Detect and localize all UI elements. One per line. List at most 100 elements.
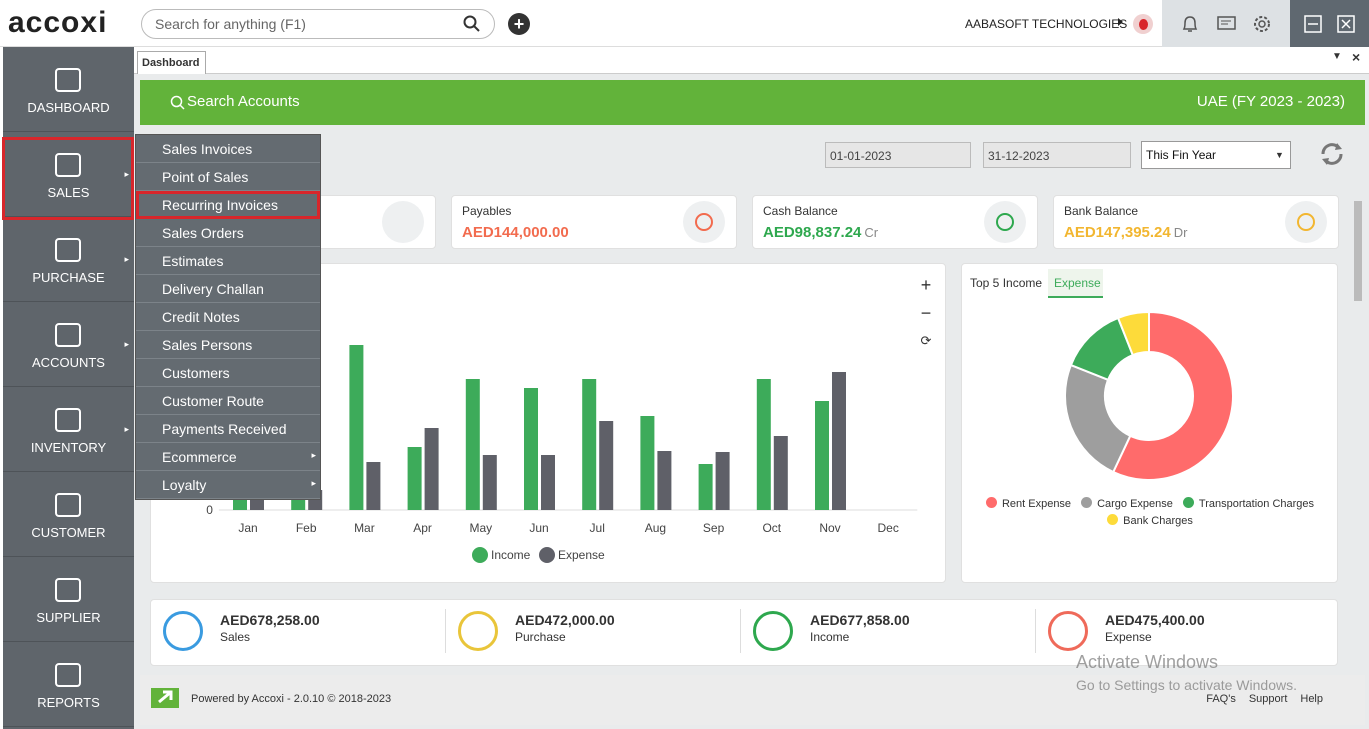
from-date[interactable]: 01-01-2023 — [825, 142, 971, 168]
scrollbar[interactable] — [1352, 187, 1364, 667]
bell-icon[interactable] — [1180, 14, 1200, 34]
submenu-arrow: ▸ — [311, 478, 316, 488]
tab[interactable]: Dashboard — [137, 51, 206, 74]
total-amount: AED677,858.00 Income — [810, 612, 910, 644]
logo: accoxi — [8, 6, 108, 39]
submenu-arrow: ▸ — [311, 450, 316, 460]
menu-item[interactable]: Sales Invoices — [136, 135, 320, 163]
summary-card: Bank Balance AED147,395.24 Dr — [1053, 195, 1339, 249]
pie-slice — [1111, 310, 1234, 481]
divider — [445, 609, 446, 653]
search-icon[interactable] — [463, 15, 481, 33]
sidebar-label: REPORTS — [37, 695, 100, 710]
x-tick-label: Aug — [645, 521, 666, 535]
card-label: Bank Balance — [1064, 204, 1139, 218]
sidebar-item[interactable]: DASHBOARD — [3, 47, 134, 132]
message-icon[interactable] — [1216, 14, 1238, 34]
menu-item[interactable]: Sales Persons — [136, 331, 320, 359]
divider — [740, 609, 741, 653]
footer-link[interactable]: FAQ's — [1206, 693, 1236, 705]
legend-swatch — [472, 547, 488, 563]
summary-card: Cash Balance AED98,837.24 Cr — [752, 195, 1038, 249]
watermark-text: Go to Settings to activate Windows. — [1076, 677, 1297, 693]
menu-item[interactable]: Payments Received — [136, 415, 320, 443]
pie-tab-active[interactable]: Expense — [1048, 269, 1103, 298]
footer-link[interactable]: Help — [1300, 693, 1323, 705]
settings-icon[interactable] — [1252, 14, 1272, 34]
search-accounts[interactable]: Search Accounts — [187, 93, 300, 110]
to-date[interactable]: 31-12-2023 — [983, 142, 1131, 168]
card-label: Cash Balance — [763, 204, 838, 218]
sidebar-item[interactable]: SALES ▸ — [3, 132, 134, 217]
menu-item[interactable]: Credit Notes — [136, 303, 320, 331]
search-box[interactable]: Search for anything (F1) — [141, 9, 495, 39]
icon-shape — [55, 323, 81, 347]
close-button[interactable] — [1337, 15, 1355, 33]
menu-item[interactable]: Recurring Invoices — [136, 191, 320, 219]
total-icon — [1048, 611, 1088, 651]
zoom-out[interactable]: − — [920, 303, 932, 323]
legend-item[interactable]: Rent Expense — [985, 497, 1071, 510]
bar — [599, 421, 614, 510]
bar — [657, 451, 672, 510]
sidebar-item[interactable]: REPORTS — [3, 642, 134, 727]
amount: AED475,400.00 — [1105, 612, 1205, 628]
menu-item[interactable]: Customer Route — [136, 387, 320, 415]
divider — [1035, 609, 1036, 653]
sidebar-item[interactable]: SUPPLIER — [3, 557, 134, 642]
card-label: Payables — [462, 204, 512, 218]
sidebar-item[interactable]: CUSTOMER — [3, 472, 134, 557]
total-icon — [458, 611, 498, 651]
menu-item[interactable]: Sales Orders — [136, 219, 320, 247]
bar — [815, 401, 829, 510]
top-bar: accoxi Search for anything (F1) + AABASO… — [0, 0, 1369, 47]
total-amount: AED475,400.00 Expense — [1105, 612, 1205, 644]
pie-tab[interactable]: Top 5 Income — [970, 276, 1043, 290]
card-amount: AED144,000.00 — [462, 224, 569, 241]
sidebar-item[interactable]: INVENTORY ▸ — [3, 387, 134, 472]
add-button[interactable]: + — [508, 13, 530, 35]
menu-item[interactable]: Point of Sales — [136, 163, 320, 191]
company-name[interactable]: AABASOFT TECHNOLOGIES — [965, 17, 1128, 31]
legend-item[interactable]: Transportation Charges — [1182, 497, 1314, 510]
card-amount: AED147,395.24 Dr — [1064, 224, 1187, 241]
sidebar-item[interactable]: PURCHASE ▸ — [3, 217, 134, 302]
x-tick-label: Jan — [238, 521, 257, 535]
icon-shape — [55, 238, 81, 262]
bar — [756, 379, 771, 510]
legend-label: Income — [491, 548, 531, 562]
tab-menu[interactable]: ▼ — [1332, 51, 1342, 62]
zoom-in[interactable]: + — [920, 275, 932, 295]
menu-item[interactable]: Estimates — [136, 247, 320, 275]
menu-item[interactable]: Customers — [136, 359, 320, 387]
period-select[interactable]: This Fin Year — [1141, 141, 1291, 169]
menu-item[interactable]: Ecommerce ▸ — [136, 443, 320, 471]
region: UAE (FY 2023 - 2023) — [1196, 93, 1345, 110]
minimize-button[interactable] — [1304, 15, 1322, 33]
footer-link[interactable]: Support — [1248, 693, 1288, 705]
window-controls — [1290, 0, 1369, 47]
x-tick-label: Apr — [413, 521, 432, 535]
card-amount: AED98,837.24 Cr — [763, 224, 878, 241]
amount: AED98,837.24 — [763, 224, 862, 241]
x-tick-label: Sep — [703, 521, 725, 535]
total-icon — [753, 611, 793, 651]
zoom-reset[interactable]: ⟳ — [920, 333, 932, 348]
avatar[interactable] — [1133, 14, 1153, 34]
legend-swatch — [1182, 497, 1194, 508]
card-icon — [683, 201, 725, 243]
search-icon — [170, 95, 185, 110]
amount: AED144,000.00 — [462, 224, 569, 241]
refresh-button[interactable] — [1318, 139, 1346, 169]
menu-item[interactable]: Delivery Challan — [136, 275, 320, 303]
legend-item[interactable]: Bank Charges — [1107, 514, 1193, 527]
menu-item[interactable]: Loyalty ▸ — [136, 471, 320, 499]
sidebar-label: INVENTORY — [30, 440, 107, 455]
legend-item[interactable]: Cargo Expense — [1081, 497, 1173, 510]
bar — [349, 345, 364, 510]
x-tick-label: Mar — [354, 521, 375, 535]
caret — [1118, 18, 1123, 26]
sidebar-label: DASHBOARD — [27, 100, 110, 115]
tab-close[interactable]: × — [1352, 49, 1361, 65]
sidebar-item[interactable]: ACCOUNTS ▸ — [3, 302, 134, 387]
